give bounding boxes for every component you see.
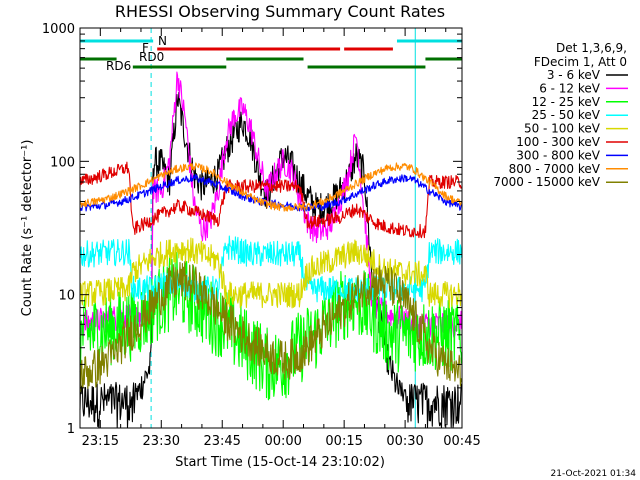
plot-frame (79, 27, 463, 429)
legend-label: 3 - 6 keV (547, 68, 601, 82)
x-axis-label: Start Time (15-Oct-14 23:10:02) (175, 455, 385, 470)
flag-marker-rd0: RD0 (139, 50, 164, 64)
x-axis: 23:15 23:30 23:45 00:00 00:15 00:30 00:45 (79, 28, 481, 449)
series-group (79, 71, 463, 429)
y-axis: 1 10 100 1000 (42, 22, 462, 437)
legend-label: 50 - 100 keV (524, 122, 601, 136)
legend-label: 100 - 300 keV (516, 135, 600, 149)
legend-label: 800 - 7000 keV (509, 162, 601, 176)
flag-marker-n: N (158, 34, 167, 48)
flag-marker-rd6: RD6 (106, 59, 131, 73)
series-line (79, 237, 463, 309)
series-line (79, 161, 463, 239)
y-tick-label: 10 (58, 289, 75, 304)
x-tick-label: 00:00 (264, 434, 301, 449)
legend-header-line-2: FDecim 1, Att 0 (534, 55, 627, 69)
series-line (79, 162, 463, 212)
x-tick-label: 00:15 (325, 434, 362, 449)
flag-bars (80, 39, 462, 69)
legend-label: 300 - 800 keV (516, 148, 600, 162)
y-tick-label: 100 (50, 155, 75, 170)
y-tick-label: 1 (67, 422, 75, 437)
legend-label: 25 - 50 keV (532, 108, 601, 122)
x-tick-label: 23:30 (143, 434, 180, 449)
x-tick-label: 23:15 (82, 434, 119, 449)
legend-label: 12 - 25 keV (532, 95, 601, 109)
y-axis-label: Count Rate (s⁻¹ detector⁻¹) (20, 140, 35, 317)
series-line (79, 261, 463, 393)
legend-header-line-1: Det 1,3,6,9, (556, 41, 627, 55)
x-tick-label: 00:30 (386, 434, 423, 449)
series-line (79, 235, 463, 303)
x-tick-label: 00:45 (443, 434, 480, 449)
flag-marker-f: F (142, 41, 149, 55)
chart-title: RHESSI Observing Summary Count Rates (115, 2, 445, 21)
legend-label: 7000 - 15000 keV (493, 175, 600, 189)
x-tick-label: 23:45 (203, 434, 240, 449)
y-tick-label: 1000 (42, 22, 75, 37)
timestamp: 21-Oct-2021 01:34 (551, 469, 637, 479)
legend-label: 6 - 12 keV (539, 81, 601, 95)
